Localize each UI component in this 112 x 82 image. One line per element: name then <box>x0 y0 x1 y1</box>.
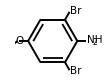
Text: O: O <box>15 36 23 46</box>
Text: 2: 2 <box>93 38 97 47</box>
Text: NH: NH <box>87 35 102 45</box>
Text: Br: Br <box>70 66 81 76</box>
Text: Br: Br <box>70 6 81 16</box>
